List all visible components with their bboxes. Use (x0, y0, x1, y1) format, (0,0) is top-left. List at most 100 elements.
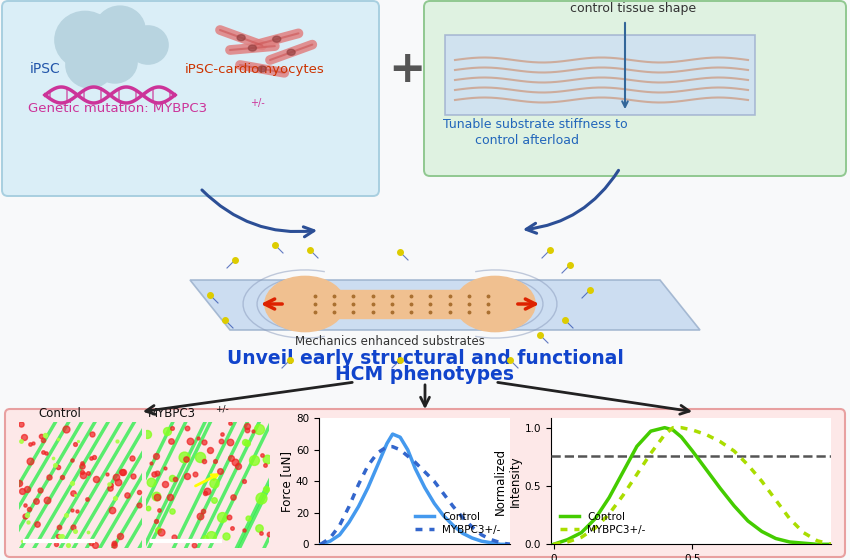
Control (429, 500, 439, 507)
MYBPC3+/- (729, 447, 740, 454)
Bar (305, 290, 495, 318)
MYBPC3+/- (335, 522, 345, 529)
Text: iPSC-cardiomyocytes: iPSC-cardiomyocytes (185, 63, 325, 76)
Control (335, 531, 345, 538)
Control (315, 541, 326, 548)
Text: Control: Control (38, 407, 81, 420)
Control (646, 428, 656, 435)
MYBPC3+/- (354, 481, 364, 488)
MYBPC3+/- (590, 525, 600, 531)
Text: HCM phenotypes: HCM phenotypes (336, 366, 514, 385)
Ellipse shape (93, 41, 137, 83)
Line: Control: Control (553, 428, 831, 544)
Ellipse shape (273, 36, 281, 42)
Control (477, 538, 487, 544)
MYBPC3+/- (688, 427, 698, 433)
MYBPC3+/- (382, 444, 392, 450)
MYBPC3+/- (668, 424, 678, 431)
Text: control tissue shape: control tissue shape (570, 2, 696, 15)
Control (604, 494, 615, 501)
MYBPC3+/- (715, 438, 725, 445)
Line: Control: Control (320, 434, 510, 544)
MYBPC3+/- (505, 541, 515, 548)
Control (411, 465, 421, 472)
MYBPC3+/- (403, 452, 413, 459)
Control (403, 446, 413, 453)
Control (363, 484, 373, 491)
Text: MYBPC3: MYBPC3 (148, 407, 196, 420)
MYBPC3+/- (457, 514, 468, 521)
MYBPC3+/- (756, 478, 767, 484)
Text: +: + (388, 49, 426, 91)
Ellipse shape (95, 6, 145, 54)
Ellipse shape (128, 26, 168, 64)
Control (420, 484, 430, 491)
Control (785, 539, 795, 545)
Ellipse shape (265, 277, 345, 332)
Control (496, 541, 506, 548)
Control (486, 539, 496, 546)
Legend: Control, MYBPC3+/-: Control, MYBPC3+/- (411, 508, 505, 539)
MYBPC3+/- (646, 450, 656, 457)
Ellipse shape (66, 42, 114, 88)
FancyBboxPatch shape (5, 409, 845, 557)
Control (729, 502, 740, 509)
Text: +/-: +/- (250, 98, 264, 108)
MYBPC3+/- (813, 538, 823, 544)
MYBPC3+/- (486, 536, 496, 543)
FancyBboxPatch shape (445, 35, 755, 115)
Text: control afterload: control afterload (475, 134, 579, 147)
Control (715, 485, 725, 492)
MYBPC3+/- (743, 461, 753, 468)
Control (756, 528, 767, 535)
MYBPC3+/- (798, 529, 808, 536)
MYBPC3+/- (576, 534, 586, 541)
Control (439, 512, 449, 519)
Control (395, 434, 405, 441)
Text: +/-: +/- (215, 405, 229, 414)
MYBPC3+/- (439, 491, 449, 497)
MYBPC3+/- (372, 450, 382, 456)
Ellipse shape (55, 12, 115, 68)
Text: Genetic mutation: MYBPC3: Genetic mutation: MYBPC3 (28, 102, 207, 115)
Control (382, 440, 392, 447)
MYBPC3+/- (363, 462, 373, 469)
Text: Mechanics enhanced substrates: Mechanics enhanced substrates (295, 335, 484, 348)
Control (826, 541, 836, 548)
MYBPC3+/- (429, 478, 439, 484)
Control (813, 541, 823, 548)
MYBPC3+/- (701, 431, 711, 438)
Ellipse shape (237, 35, 245, 41)
MYBPC3+/- (420, 469, 430, 475)
Control (660, 424, 670, 431)
MYBPC3+/- (618, 492, 628, 499)
MYBPC3+/- (411, 459, 421, 466)
Control (668, 427, 678, 433)
Ellipse shape (455, 277, 535, 332)
Control (576, 529, 586, 536)
Control (372, 462, 382, 469)
Ellipse shape (287, 49, 295, 55)
Ellipse shape (258, 66, 266, 72)
MYBPC3+/- (448, 503, 458, 510)
MYBPC3+/- (467, 524, 477, 530)
Control (798, 540, 808, 547)
Y-axis label: Normalized
Intensity: Normalized Intensity (494, 448, 522, 515)
MYBPC3+/- (563, 539, 573, 545)
FancyBboxPatch shape (424, 1, 846, 176)
Control (590, 515, 600, 522)
Text: Tunable substrate stiffness to: Tunable substrate stiffness to (443, 118, 627, 131)
Control (548, 541, 558, 548)
MYBPC3+/- (325, 535, 335, 542)
Control (677, 433, 687, 440)
Control (467, 535, 477, 542)
Line: MYBPC3+/-: MYBPC3+/- (320, 447, 510, 544)
Control (388, 431, 398, 437)
Control (505, 541, 515, 548)
Ellipse shape (248, 45, 257, 51)
MYBPC3+/- (477, 531, 487, 538)
MYBPC3+/- (604, 511, 615, 517)
MYBPC3+/- (677, 424, 687, 431)
Control (632, 443, 642, 450)
FancyBboxPatch shape (2, 1, 379, 196)
